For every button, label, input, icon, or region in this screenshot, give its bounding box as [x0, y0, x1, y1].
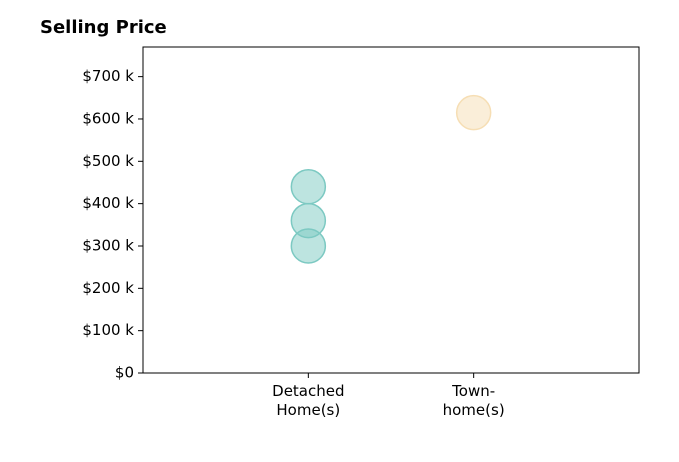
y-tick-label: $200 k: [82, 279, 134, 297]
x-tick-label: Detached Home(s): [272, 382, 345, 419]
x-tick-label: Town- home(s): [442, 382, 505, 419]
y-tick-label: $0: [115, 364, 134, 382]
point: [290, 168, 327, 205]
y-tick-label: $500 k: [82, 152, 134, 170]
y-tick-label: $300 k: [82, 236, 134, 254]
y-tick-label: $400 k: [82, 194, 134, 212]
chart-title: Selling Price: [40, 17, 167, 38]
y-tick-label: $100 k: [82, 321, 134, 339]
y-tick-label: $600 k: [82, 109, 134, 127]
y-tick-label: $700 k: [82, 67, 134, 85]
point: [290, 202, 327, 239]
point: [455, 94, 492, 131]
plot-frame: [142, 46, 640, 374]
